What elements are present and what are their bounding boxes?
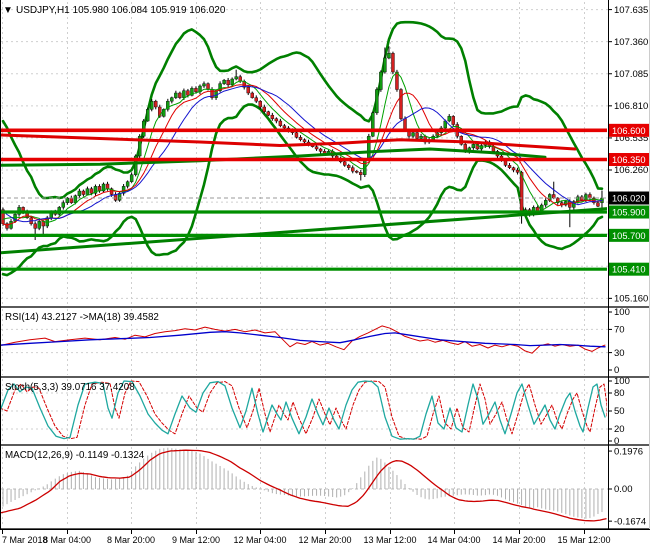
slow-moving-averages: [1, 133, 577, 167]
axis-tick-label: 30: [614, 348, 625, 359]
time-axis-label: 12 Mar 04:00: [233, 535, 286, 545]
time-axis-label: 15 Mar 12:00: [557, 535, 610, 545]
axis-tick-label: 105.160: [614, 294, 648, 305]
price-badge-label: 106.020: [612, 194, 646, 204]
axis-tick-label: 106.535: [614, 133, 648, 144]
price-badge-label: 106.350: [612, 155, 646, 165]
price-badge-label: 105.700: [612, 231, 646, 241]
axis-tick-label: 0.1976: [614, 446, 643, 457]
rsi-label: RSI(14) 43.2127 ->MA(18) 39.4582: [5, 312, 159, 323]
trendline[interactable]: [0, 207, 608, 255]
axis-tick-label: 100: [614, 307, 630, 318]
rsi-panel[interactable]: [0, 325, 606, 354]
price-badge: [609, 191, 649, 205]
time-axis-label: 14 Mar 04:00: [427, 535, 480, 545]
price-badge-label: 105.410: [612, 265, 646, 275]
axis-tick-label: 0: [614, 436, 619, 447]
main-price-panel[interactable]: [0, 20, 608, 277]
price-badge: [609, 153, 649, 167]
time-axis-label: 8 Mar 04:00: [43, 535, 91, 545]
time-axis-label: 14 Mar 20:00: [492, 535, 545, 545]
chart-title: USDJPY,H1 105.980 106.084 105.919 106.02…: [16, 5, 226, 16]
time-axis-label: 12 Mar 20:00: [298, 535, 351, 545]
axis-tick-label: 0.00: [614, 484, 633, 495]
price-badge: [609, 123, 649, 137]
time-axis-label: 8 Mar 20:00: [107, 535, 155, 545]
price-badge: [609, 262, 649, 276]
price-badge-label: 106.600: [612, 126, 646, 136]
price-badge: [609, 228, 649, 242]
axis-tick-label: 107.360: [614, 37, 648, 48]
bollinger-bands: [1, 20, 604, 277]
grid-lines: [1, 2, 608, 527]
axis-tick-label: 107.635: [614, 5, 648, 16]
axis-tick-label: -0.1674: [614, 516, 646, 527]
macd-panel[interactable]: [0, 447, 607, 522]
price-badge-label: 105.900: [612, 208, 646, 218]
axis-tick-label: 106.810: [614, 101, 648, 112]
price-badge: [609, 205, 649, 219]
axis-tick-label: 20: [614, 424, 625, 435]
support-resistance-lines[interactable]: [0, 128, 608, 271]
time-axis-label: 13 Mar 12:00: [363, 535, 416, 545]
axis-tick-label: 100: [614, 376, 630, 387]
axis-tick-label: 107.085: [614, 69, 648, 80]
dropdown-triangle-icon[interactable]: ▼: [3, 5, 13, 16]
time-axis-label: 7 Mar 2018: [2, 535, 48, 545]
stochastic-panel[interactable]: [0, 380, 607, 440]
macd-label: MACD(12,26,9) -0.1149 -0.1324: [5, 450, 145, 461]
axis-tick-label: 70: [614, 325, 625, 336]
stoch-label: Stoch(5,3,3) 39.0716 37.4208: [5, 382, 135, 393]
axis-tick-label: 50: [614, 406, 625, 417]
time-axis-label: 9 Mar 12:00: [172, 535, 220, 545]
axis-tick-label: 0: [614, 365, 619, 376]
axis-tick-label: 80: [614, 388, 625, 399]
price-axis[interactable]: 107.635 107.360 107.085 106.810 106.535 106.2…: [608, 5, 649, 528]
axis-tick-label: 106.260: [614, 165, 648, 176]
